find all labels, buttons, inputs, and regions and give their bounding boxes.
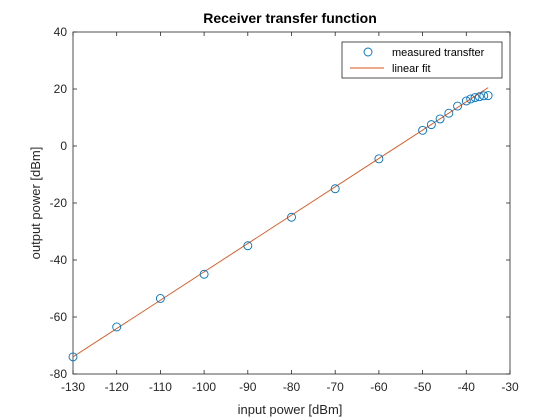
- measured-point: [199, 269, 209, 279]
- y-tick-label: -80: [50, 367, 68, 381]
- measured-point: [287, 212, 296, 222]
- measured-point: [453, 101, 463, 111]
- legend-label: measured transfter: [392, 47, 485, 59]
- measured-point: [474, 92, 484, 102]
- x-tick-label: -120: [105, 380, 129, 394]
- x-tick-label: -80: [283, 380, 301, 394]
- y-axis-label: output power [dBm]: [28, 147, 43, 260]
- y-tick-label: 0: [60, 139, 67, 153]
- x-tick-label: -90: [239, 380, 257, 394]
- series-layer: [68, 87, 493, 362]
- measured-point: [444, 108, 454, 118]
- measured-point: [426, 120, 436, 130]
- x-tick-label: -30: [501, 380, 519, 394]
- plot-area: [72, 31, 511, 375]
- y-tick-label: -40: [50, 253, 68, 267]
- measured-point: [155, 294, 165, 303]
- measured-point: [112, 322, 122, 332]
- measured-point: [330, 184, 340, 194]
- x-axis-label: input power [dBm]: [238, 402, 343, 417]
- x-tick-label: -70: [327, 380, 345, 394]
- measured-point: [466, 94, 476, 104]
- x-tick-label: -130: [61, 380, 85, 394]
- measured-point: [418, 125, 428, 135]
- measured-point: [435, 114, 445, 124]
- y-tick-label: -20: [50, 196, 68, 210]
- y-tick-label: 20: [54, 82, 68, 96]
- x-tick-label: -110: [149, 380, 172, 394]
- x-tick-label: -60: [370, 380, 388, 394]
- legend-label: linear fit: [392, 63, 431, 75]
- legend-marker-measured: [363, 47, 373, 57]
- x-tick-label: -100: [192, 380, 216, 394]
- measured-point: [483, 91, 493, 101]
- x-axis: -130 -120 -110 -100 -90 -80 -70 -60 -50 -40 -30: [61, 32, 519, 394]
- measured-point: [374, 154, 384, 164]
- y-tick-label: -60: [50, 310, 68, 324]
- x-tick-label: -50: [414, 380, 432, 394]
- measured-point: [243, 241, 253, 251]
- y-tick-label: 40: [54, 25, 68, 39]
- measured-point: [461, 96, 471, 106]
- plot-frame: [72, 31, 511, 375]
- chart-title: Receiver transfer function: [203, 10, 377, 26]
- y-axis: -80 -60 -40 -20 0 20 40: [50, 25, 510, 381]
- x-tick-label: -40: [458, 380, 476, 394]
- measured-point: [68, 352, 78, 362]
- measured-point: [479, 91, 489, 101]
- legend: measured transfter linear fit: [341, 41, 503, 79]
- measured-point: [470, 93, 480, 103]
